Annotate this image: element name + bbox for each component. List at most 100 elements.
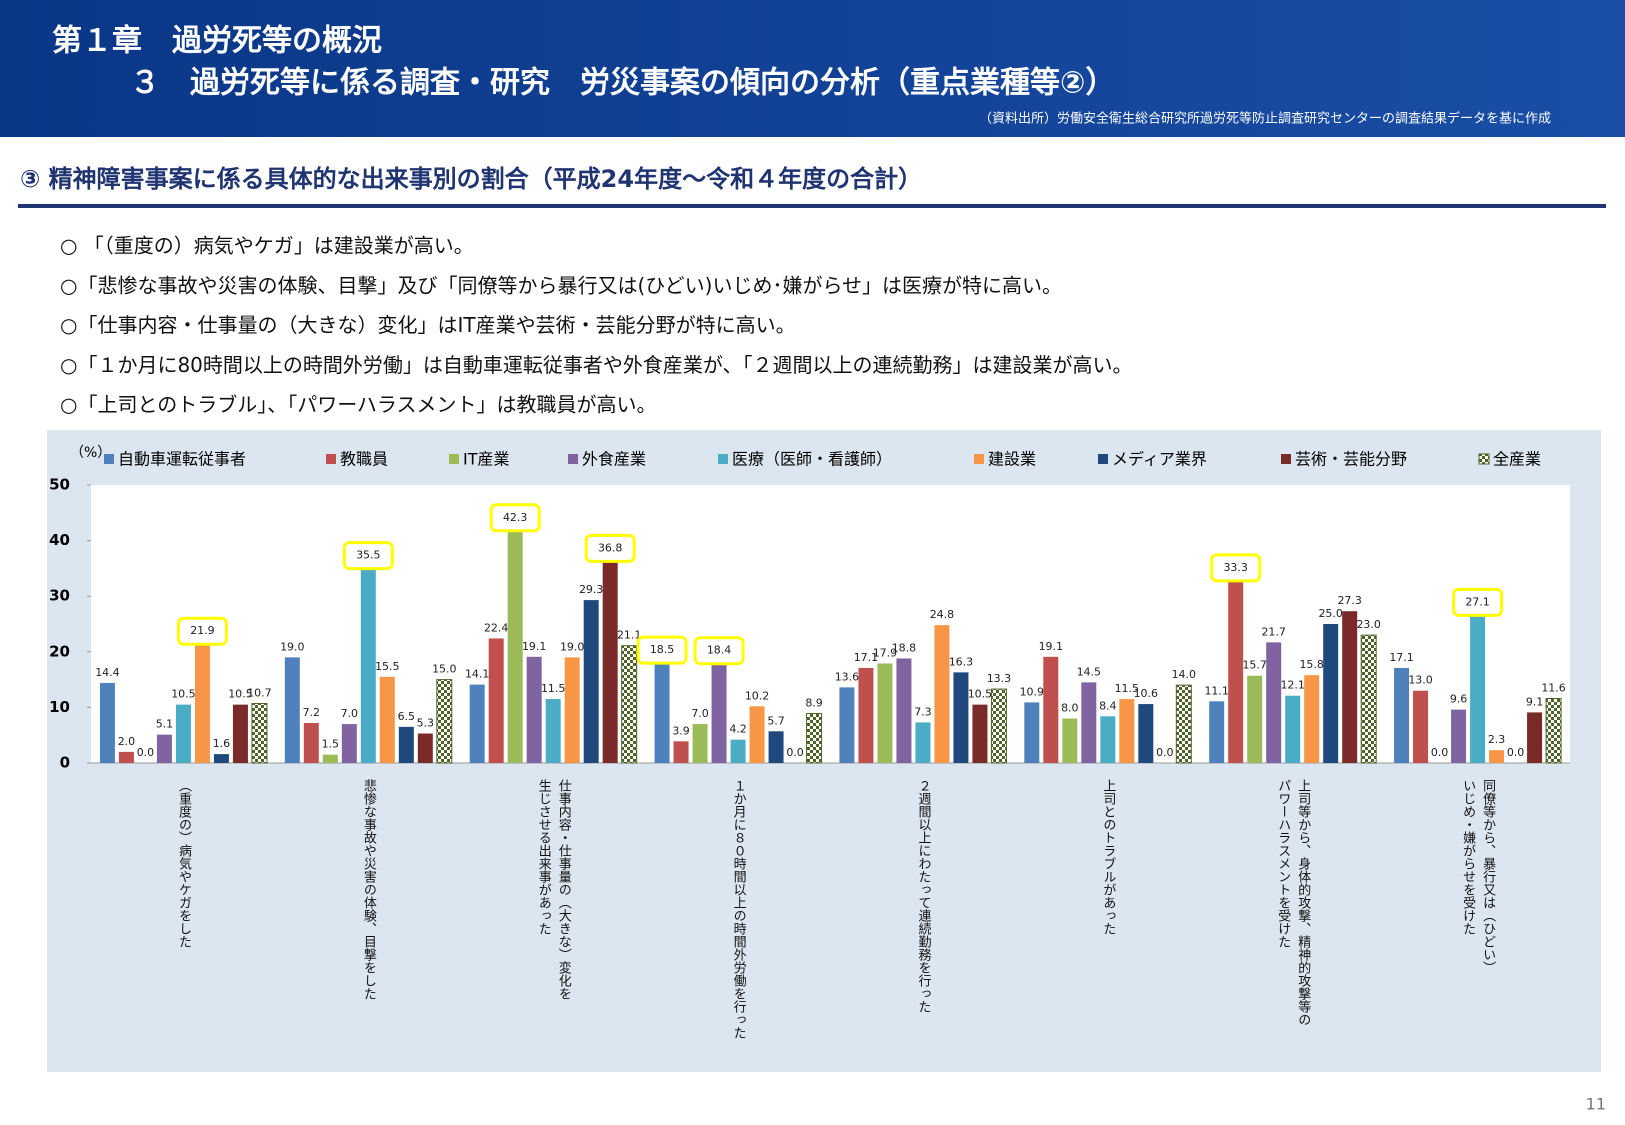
- value-label: 15.8: [1299, 658, 1324, 671]
- bar: [436, 679, 453, 764]
- legend-label: 建設業: [988, 450, 1036, 469]
- bullet: ○「悲惨な事故や災害の体験、目撃」及び「同僚等から暴行又は(ひどい)いじめ･嫌が…: [60, 273, 1062, 297]
- x-tick-label: いじめ・嫌がらせを受けた: [1460, 779, 1476, 935]
- x-tick-label: 同僚等から、暴行又は（ひどい）: [1480, 779, 1496, 974]
- value-label: 23.0: [1356, 618, 1381, 631]
- value-label: 19.1: [1039, 640, 1064, 653]
- value-label: 15.0: [432, 663, 457, 676]
- bar: [360, 565, 376, 763]
- x-tick-label: （重度の）病気やケガをした: [176, 779, 192, 948]
- bar: [1304, 675, 1320, 763]
- y-tick-label: 30: [49, 587, 70, 605]
- bar: [118, 751, 134, 763]
- highlight-box: [489, 503, 541, 533]
- bar: [990, 688, 1007, 764]
- bar: [1081, 682, 1097, 763]
- value-label: 24.8: [930, 608, 955, 621]
- bar: [469, 684, 485, 763]
- x-tick-label: パワーハラスメントを受けた: [1275, 779, 1291, 948]
- value-label: 14.0: [1172, 668, 1197, 681]
- legend-label: 芸術・芸能分野: [1295, 450, 1407, 469]
- bar: [545, 699, 561, 763]
- bullet: ○「上司とのトラブル」、「パワーハラスメント」は教職員が高い。: [60, 393, 656, 417]
- value-label: 1.5: [322, 738, 340, 751]
- bar: [1470, 612, 1486, 763]
- bar: [1138, 704, 1154, 763]
- bar: [175, 704, 191, 763]
- value-label: 17.1: [854, 651, 879, 664]
- bar: [654, 660, 670, 763]
- header-title: 第１章 過労死等の概況: [52, 24, 382, 59]
- bar: [972, 704, 988, 763]
- value-label: 8.9: [805, 697, 823, 710]
- bar: [877, 663, 893, 763]
- bar: [1209, 701, 1225, 763]
- value-label: 19.0: [560, 640, 585, 653]
- legend-label: 全産業: [1493, 450, 1541, 469]
- value-label: 0.0: [1431, 746, 1449, 759]
- bar: [1175, 684, 1192, 764]
- value-label: 16.3: [949, 655, 974, 668]
- bar: [322, 754, 338, 763]
- value-label: 14.4: [95, 666, 120, 679]
- value-label: 18.5: [650, 643, 675, 656]
- bar: [858, 667, 874, 763]
- bar: [213, 754, 229, 763]
- bar: [711, 660, 727, 763]
- bar: [602, 558, 618, 763]
- value-label: 2.0: [118, 735, 136, 748]
- bar: [692, 724, 708, 763]
- bar: [934, 625, 950, 763]
- value-label: 25.0: [1318, 607, 1343, 620]
- value-label: 5.1: [156, 718, 174, 731]
- bar: [284, 657, 300, 763]
- value-label: 10.5: [968, 688, 993, 701]
- bar: [1527, 712, 1543, 763]
- value-label: 35.5: [356, 549, 381, 562]
- source-note: （資料出所）労働安全衛生総合研究所過労死等防止調査研究センターの調査結果データを…: [979, 111, 1551, 127]
- value-label: 0.0: [1507, 746, 1525, 759]
- y-tick-label: 20: [49, 642, 70, 660]
- bar: [1247, 675, 1263, 763]
- bar: [1489, 750, 1505, 763]
- bar: [953, 672, 969, 763]
- bar: [398, 726, 414, 763]
- y-tick-label: 40: [49, 531, 70, 549]
- value-label: 9.6: [1450, 693, 1468, 706]
- value-label: 18.4: [707, 644, 732, 657]
- bar: [564, 657, 580, 763]
- header-subtitle: ３ 過労死等に係る調査・研究 労災事案の傾向の分析（重点業種等②）: [130, 66, 1115, 101]
- legend-swatch: [1478, 453, 1490, 465]
- value-label: 7.2: [303, 706, 321, 719]
- value-label: 8.4: [1099, 699, 1117, 712]
- value-label: 11.1: [1204, 684, 1229, 697]
- legend-label: 教職員: [340, 450, 388, 469]
- value-label: 10.9: [1020, 685, 1045, 698]
- highlight-box: [1452, 587, 1504, 617]
- bar: [1451, 709, 1467, 763]
- bar: [379, 676, 395, 763]
- highlight-box: [584, 533, 636, 563]
- value-label: 19.1: [522, 640, 547, 653]
- bar: [303, 722, 319, 763]
- y-tick-label: 10: [49, 698, 70, 716]
- bar: [507, 527, 523, 763]
- value-label: 14.1: [465, 668, 490, 681]
- value-label: 10.7: [247, 687, 272, 700]
- x-tick-label: 上司等から、身体的攻撃、精神的攻撃等の: [1295, 779, 1311, 1026]
- value-label: 11.6: [1541, 682, 1566, 695]
- section-rule: [18, 204, 1606, 208]
- value-label: 27.3: [1337, 594, 1362, 607]
- x-tick-label: 悲惨な事故や災害の体験、目撃をした: [361, 778, 377, 1000]
- value-label: 5.3: [417, 717, 435, 730]
- value-label: 1.6: [213, 737, 231, 750]
- value-label: 0.0: [786, 746, 804, 759]
- value-label: 10.5: [171, 688, 196, 701]
- bar: [1266, 642, 1282, 763]
- value-label: 7.3: [914, 705, 932, 718]
- bar: [621, 645, 638, 764]
- bar: [341, 724, 357, 763]
- value-label: 6.5: [398, 710, 416, 723]
- x-tick-label: ２週間以上にわたって連続勤務を行った: [915, 779, 931, 1013]
- bar: [526, 656, 542, 763]
